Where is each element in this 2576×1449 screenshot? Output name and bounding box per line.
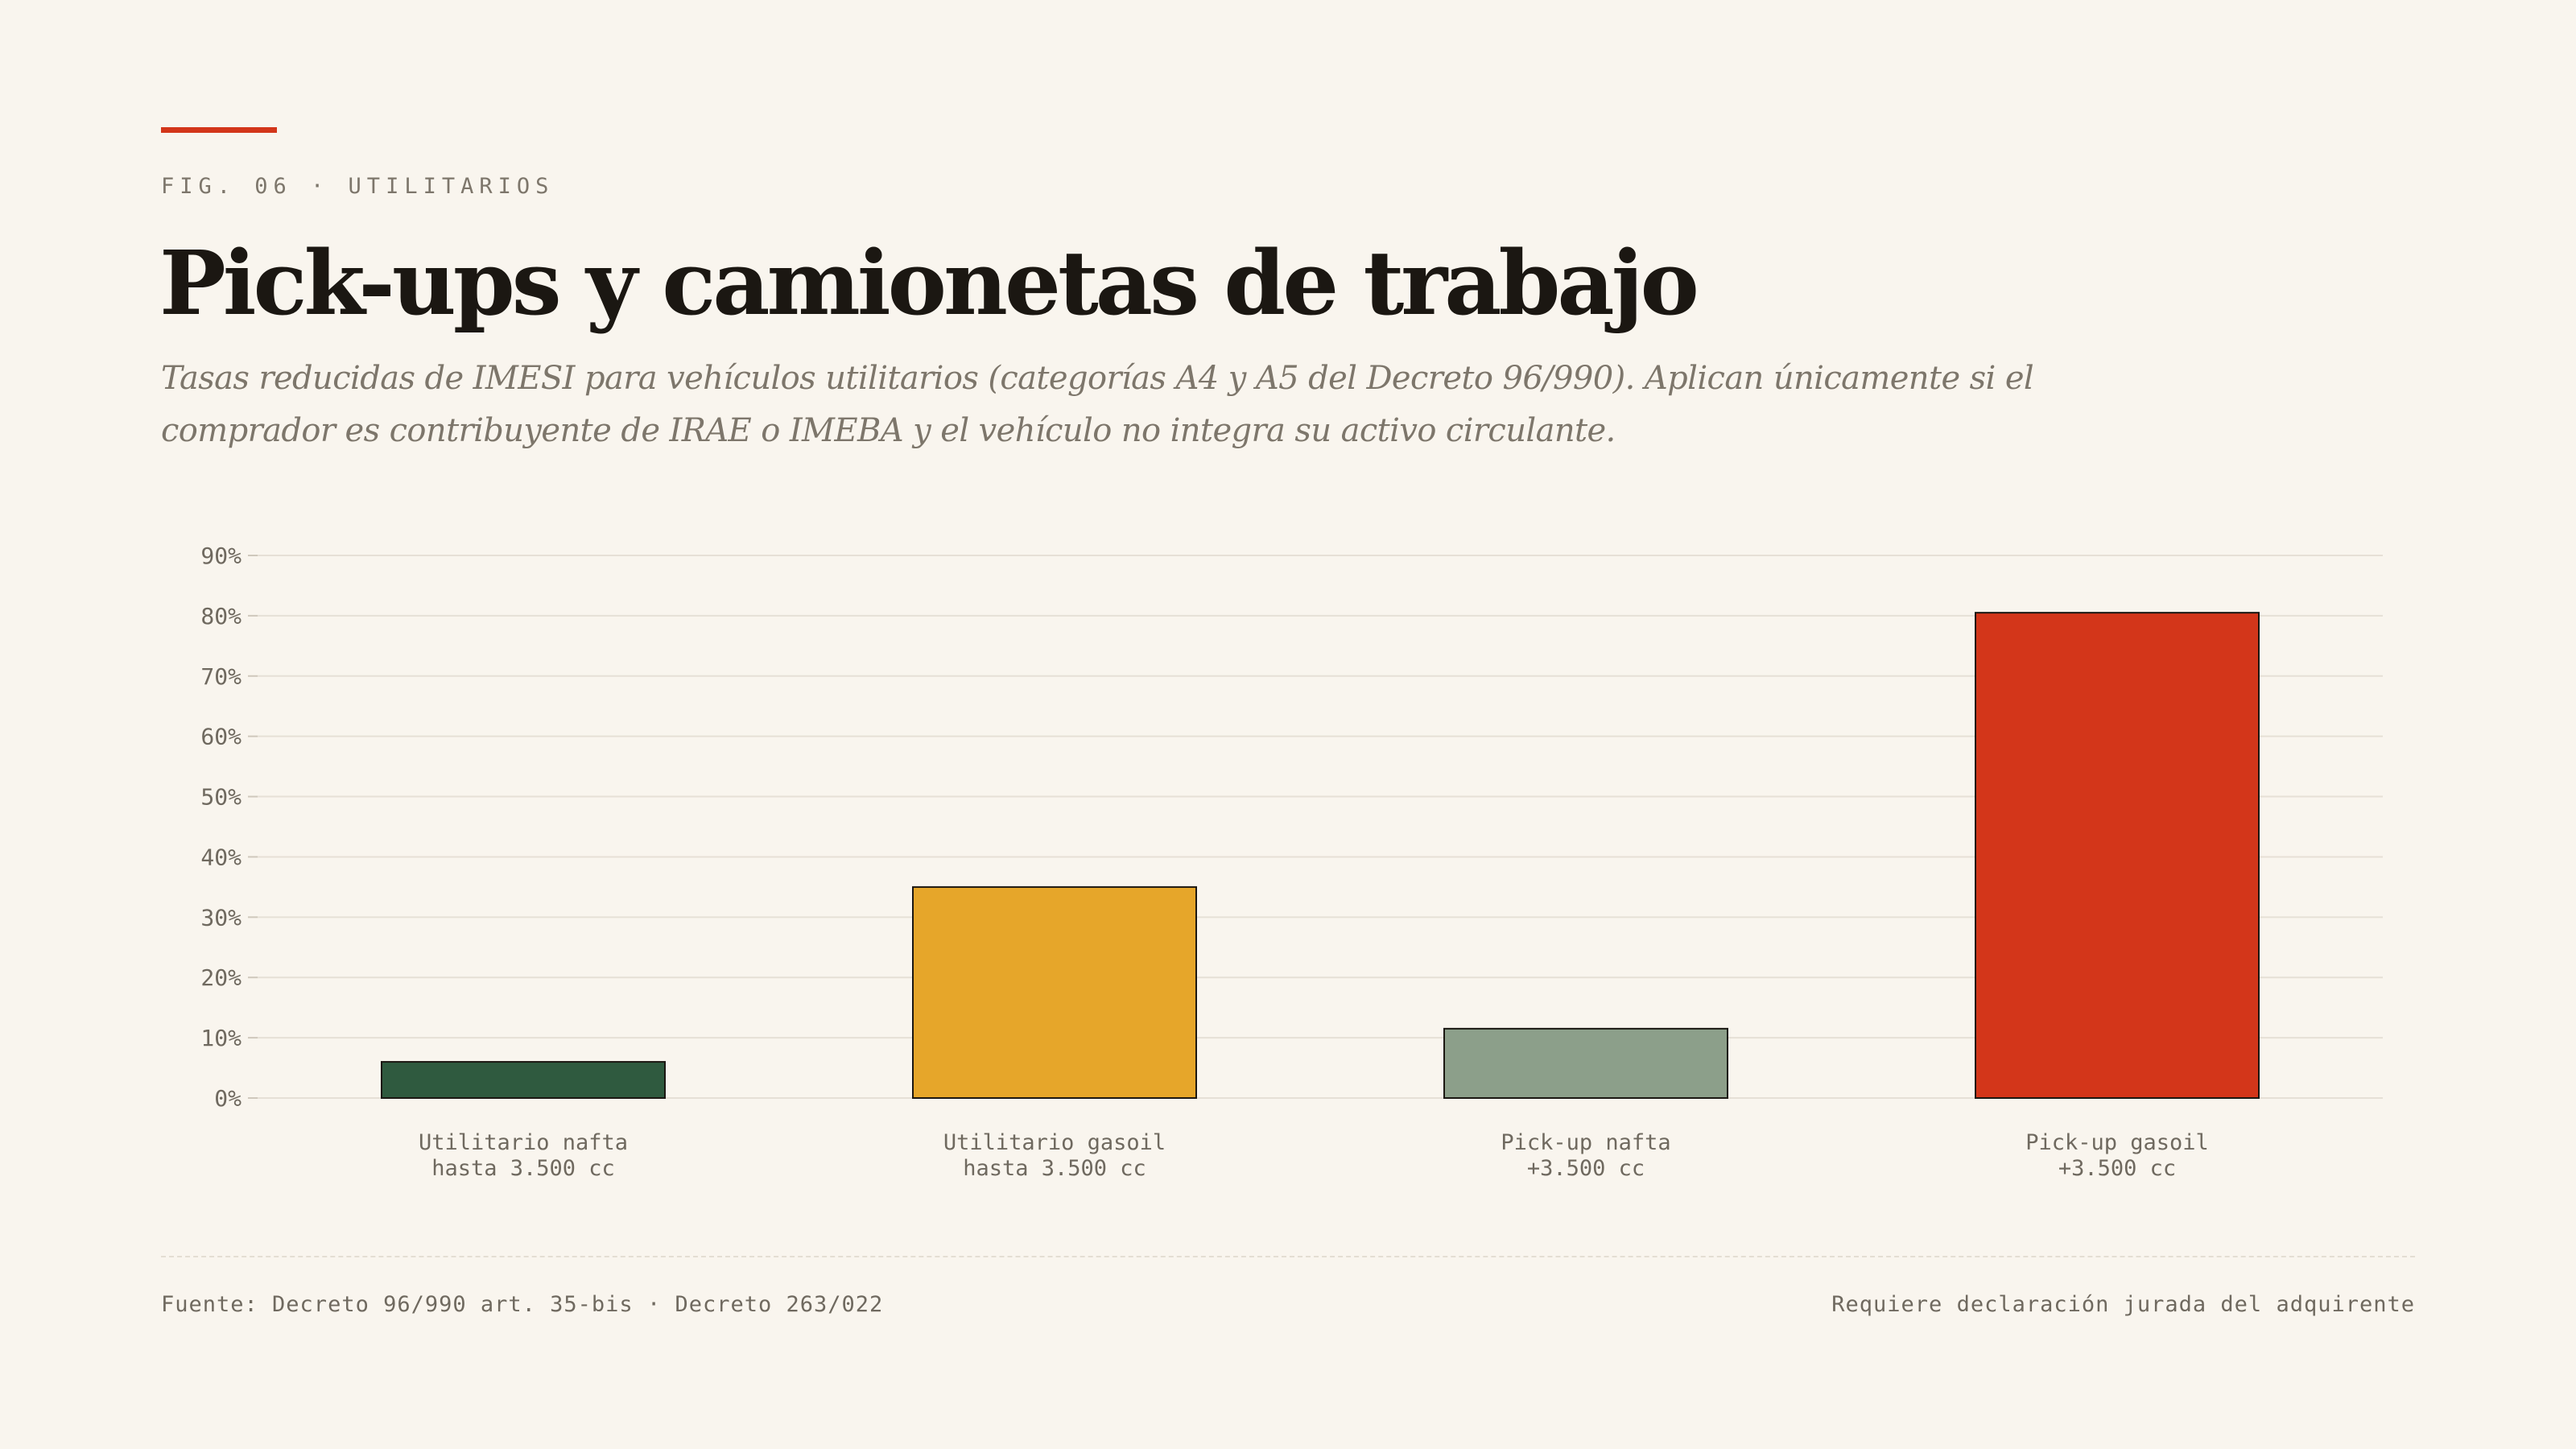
y-tick-label: 50%	[200, 784, 242, 811]
footer-source: Fuente: Decreto 96/990 art. 35-bis · Dec…	[161, 1292, 884, 1317]
footer-note: Requiere declaración jurada del adquiren…	[1831, 1292, 2415, 1317]
x-category-label: Pick-up nafta +3.500 cc	[1501, 1130, 1670, 1181]
y-tick-label: 10%	[200, 1025, 242, 1051]
x-category-label-line: Utilitario nafta	[419, 1130, 628, 1155]
page-subtitle: Tasas reducidas de IMESI para vehículos …	[161, 360, 2034, 449]
y-tick-label: 90%	[200, 543, 242, 569]
bar-3	[1443, 1027, 1728, 1100]
footer-divider	[161, 1256, 2415, 1257]
bar-2	[912, 886, 1197, 1100]
x-category-label-line: hasta 3.500 cc	[431, 1156, 615, 1181]
x-category-label-line: Pick-up nafta	[1501, 1130, 1670, 1155]
x-category-label-line: Pick-up gasoil	[2025, 1130, 2209, 1155]
x-category-label: Pick-up gasoil +3.500 cc	[2025, 1130, 2209, 1181]
y-tick-label: 0%	[214, 1085, 242, 1112]
bars	[381, 612, 2260, 1100]
bar-4	[1975, 612, 2260, 1099]
x-category-label-line: +3.500 cc	[1527, 1156, 1645, 1181]
x-category-label-line: +3.500 cc	[2058, 1156, 2176, 1181]
x-axis-labels: Utilitario nafta hasta 3.500 ccUtilitario…	[419, 1130, 2209, 1181]
x-category-label-line: hasta 3.500 cc	[963, 1156, 1146, 1181]
page-title: Pick-ups y camionetas de trabajo	[159, 231, 1699, 335]
x-category-label: Utilitario gasoil hasta 3.500 cc	[943, 1130, 1166, 1181]
figure-eyebrow: FIG. 06 · UTILITARIOS	[161, 174, 555, 199]
bar-1	[381, 1061, 666, 1099]
y-tick-label: 30%	[200, 904, 242, 931]
x-category-label: Utilitario nafta hasta 3.500 cc	[419, 1130, 628, 1181]
y-tick-label: 70%	[200, 663, 242, 690]
x-category-label-line: Utilitario gasoil	[943, 1130, 1166, 1155]
y-tick-label: 60%	[200, 724, 242, 750]
y-axis-ticks: 0% 10% 20% 30% 40% 50% 60% 70% 80% 90%	[200, 543, 258, 1112]
y-tick-label: 80%	[200, 603, 242, 630]
y-tick-label: 40%	[200, 844, 242, 870]
accent-rule	[161, 127, 277, 133]
y-tick-label: 20%	[200, 964, 242, 991]
